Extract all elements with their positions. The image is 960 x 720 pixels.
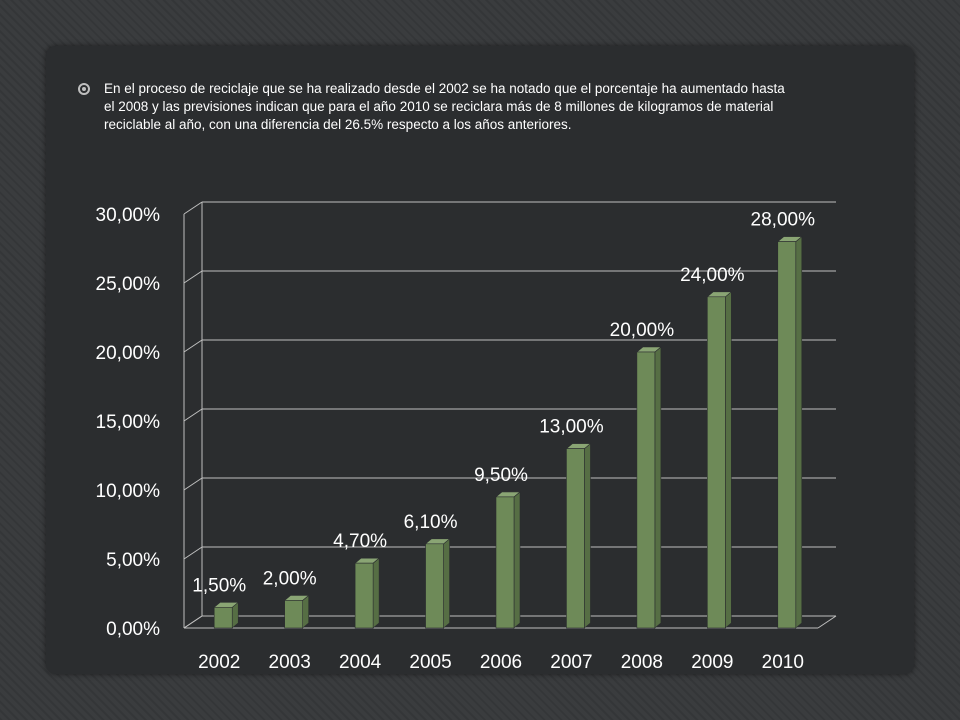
bar-side — [372, 557, 380, 629]
floor-right-edge — [817, 615, 837, 629]
gridline-depth — [183, 201, 203, 215]
data-label: 13,00% — [539, 417, 604, 438]
axis-layer: 0,00% 5,00% 10,00% 15,00% 20,00% 25,00% 30,00% — [96, 205, 818, 640]
y-tick-label: 5,00% — [106, 550, 160, 571]
x-tick-label: 2010 — [762, 652, 804, 673]
bar-front — [566, 448, 585, 629]
bar-side — [725, 291, 732, 629]
y-tick-label: 0,00% — [106, 619, 160, 640]
slide-panel — [46, 46, 914, 674]
x-tick-label: 2009 — [691, 652, 733, 673]
bar-front — [707, 296, 726, 629]
bar-front — [495, 496, 515, 629]
gridline-depth — [183, 270, 203, 284]
bar-side — [654, 346, 662, 629]
gridline-depth — [183, 615, 203, 629]
bar-front — [425, 543, 444, 629]
y-tick-label: 25,00% — [96, 274, 161, 295]
bullet-text: En el proceso de reciclaje que se ha rea… — [104, 81, 785, 132]
gridline-depth — [183, 339, 203, 353]
y-tick-label: 30,00% — [96, 205, 161, 226]
bar-front — [284, 600, 303, 629]
x-tick-label: 2005 — [409, 652, 451, 673]
bar-layer — [213, 235, 803, 629]
bar — [213, 601, 240, 629]
bar-side — [584, 442, 591, 629]
bar — [776, 235, 803, 629]
bar-front — [354, 562, 374, 629]
bar — [424, 538, 451, 629]
data-label: 24,00% — [680, 265, 745, 286]
gridline-depth — [183, 477, 203, 491]
bar-side — [302, 594, 309, 629]
data-label: 6,10% — [404, 512, 458, 533]
data-label: 1,50% — [192, 575, 246, 596]
x-tick-label: 2004 — [339, 652, 382, 673]
bar-side — [513, 491, 521, 629]
gridline-depth — [183, 408, 203, 422]
circle-bullet-icon — [78, 83, 90, 95]
data-label: 2,00% — [263, 568, 317, 589]
x-tick-label: 2008 — [621, 652, 663, 673]
data-label: 9,50% — [474, 465, 528, 486]
bar — [706, 291, 733, 629]
bar — [495, 491, 521, 629]
bar-front — [777, 241, 797, 629]
bar — [354, 557, 380, 629]
x-tick-label: 2002 — [198, 652, 240, 673]
gridline-depth — [183, 546, 203, 560]
x-tick-label: 2007 — [550, 652, 592, 673]
bar — [283, 594, 310, 629]
y-tick-label: 15,00% — [96, 412, 161, 433]
data-label: 28,00% — [751, 210, 816, 231]
bar-side — [443, 538, 450, 629]
y-tick-label: 20,00% — [96, 343, 161, 364]
bar-front — [213, 606, 233, 629]
x-tick-label: 2006 — [480, 652, 522, 673]
label-layer: 1,50% 2002 2,00% 2003 4,70% 2004 6,10% 2005 9,50… — [192, 210, 815, 673]
data-label: 4,70% — [333, 531, 387, 552]
data-label: 20,00% — [610, 320, 675, 341]
y-tick-label: 10,00% — [96, 481, 161, 502]
x-tick-label: 2003 — [269, 652, 311, 673]
bar-front — [636, 351, 656, 629]
bullet-paragraph: En el proceso de reciclaje que se ha rea… — [78, 80, 798, 134]
bar — [565, 442, 592, 629]
bar-side — [795, 235, 803, 629]
bar — [636, 346, 662, 629]
